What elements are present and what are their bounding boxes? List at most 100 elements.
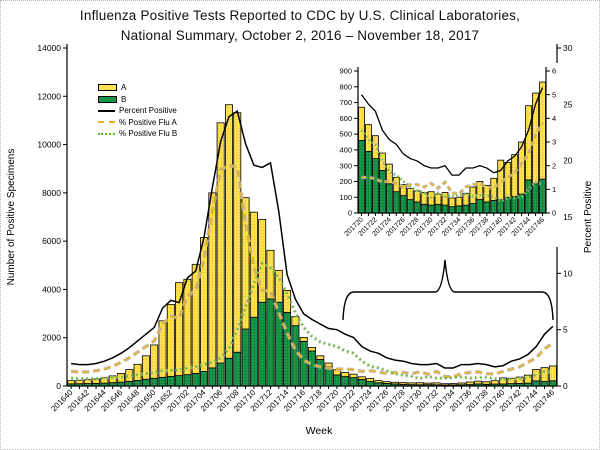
flu-b-bar: [349, 377, 358, 387]
flu-b-bar: [434, 203, 442, 214]
y-left-tick-label: 2000: [42, 333, 61, 343]
flu-b-bar: [441, 204, 449, 214]
flu-a-bar: [476, 181, 484, 200]
flu-a-bar: [372, 135, 379, 159]
flu-a-bar: [258, 219, 267, 303]
flu-b-bar: [462, 204, 470, 214]
stacked-bars: [67, 104, 557, 387]
flu-b-bar: [150, 377, 159, 387]
legend-label: Percent Positive: [119, 106, 177, 116]
flu-b-bar: [413, 201, 421, 214]
flu-b-bar: [504, 196, 512, 214]
y-left-tick-label: 12000: [37, 91, 61, 101]
y-right-tick-label: 0: [563, 381, 568, 391]
flu-b-bar: [525, 179, 532, 214]
flu-b-bar: [365, 151, 372, 214]
flu-b-bar: [378, 169, 386, 214]
flu-a-bar: [274, 269, 283, 303]
flu-a-bar: [175, 282, 184, 377]
y-right-tick-label: 10: [563, 268, 573, 278]
flu-a-bar: [266, 249, 275, 300]
flu-a-bar: [67, 380, 76, 385]
flu-a-bar: [448, 197, 456, 208]
flu-b-bar: [406, 199, 414, 214]
chart-title-line2: National Summary, October 2, 2016 – Nove…: [120, 28, 480, 43]
flu-b-percent-line: [360, 129, 543, 202]
flu-a-bar: [200, 237, 209, 372]
flu-a-bar: [465, 381, 474, 385]
y-right-tick-label: 15: [563, 212, 573, 222]
flu-a-bar: [457, 382, 466, 386]
legend-item-flu-b: B: [98, 94, 177, 106]
flu-a-bar: [133, 363, 142, 381]
flu-a-bar: [424, 382, 433, 386]
flu-b-bar: [316, 359, 325, 387]
flu-a-bar: [490, 380, 499, 385]
flu-a-bar: [385, 163, 393, 185]
y-left-tick-label: 100: [339, 193, 352, 202]
flu-b-bar: [427, 204, 435, 214]
y-left-tick-label: 0: [348, 209, 352, 218]
flu-b-bar: [366, 381, 375, 387]
flu-a-bar: [399, 382, 408, 385]
legend-item-percent-flu-a: % Positive Flu A: [98, 117, 177, 129]
flu-b-bar: [399, 195, 407, 214]
flu-b-bar: [448, 206, 456, 214]
flu-a-bar: [299, 337, 308, 342]
flu-b-bar: [141, 378, 150, 387]
legend-item-percent-positive: Percent Positive: [98, 105, 177, 117]
flu-b-bar: [249, 316, 258, 387]
flu-a-bar: [449, 383, 458, 386]
y-left-tick-label: 900: [339, 67, 352, 76]
flu-a-bar: [117, 373, 125, 383]
flu-b-bar: [341, 376, 350, 387]
flu-a-bar: [75, 379, 84, 385]
flu-a-bar: [482, 381, 491, 385]
inset-plot: 0100200300400500600700800900012345620172…: [324, 63, 564, 247]
flu-a-bar: [391, 381, 400, 385]
flu-a-bar: [525, 105, 532, 181]
flu-b-bar: [476, 199, 484, 214]
flu-a-bar: [341, 372, 350, 377]
flu-a-bar: [249, 211, 258, 318]
flu-a-bar: [413, 190, 421, 203]
percent-flu-b-swatch-icon: [98, 132, 115, 135]
percent-positive-swatch-icon: [98, 109, 115, 112]
flu-b-bar: [420, 203, 428, 214]
flu-b-bar: [455, 205, 463, 214]
stacked-bars: [358, 81, 546, 214]
flu-a-bar: [540, 367, 549, 382]
flu-a-bar: [462, 192, 470, 206]
flu-a-bar: [291, 316, 300, 327]
flu-a-bar: [420, 192, 428, 205]
flu-a-bar: [441, 192, 449, 206]
legend-label: % Positive Flu B: [119, 129, 178, 139]
chart-legend: A B Percent Positive % Positive Flu A % …: [98, 82, 177, 140]
y-right-tick-label: 6: [552, 67, 556, 76]
flu-a-bar: [455, 196, 463, 207]
y-left-tick-label: 800: [339, 82, 352, 91]
flu-b-bar: [372, 158, 379, 214]
flu-a-bar: [92, 378, 101, 384]
flu-b-bar: [385, 183, 393, 214]
flu-a-bar: [490, 177, 498, 201]
flu-b-bar: [158, 376, 167, 387]
flu-a-bar: [241, 197, 250, 330]
flu-b-bar: [299, 340, 308, 387]
flu-b-bar: [332, 374, 341, 387]
y-right-tick-label: 2: [552, 161, 556, 170]
y-left-tick-label: 300: [339, 161, 352, 170]
flu-b-bar: [125, 381, 134, 387]
flu-a-bar: [474, 380, 483, 385]
flu-a-bar: [378, 152, 386, 171]
flu-b-bar: [308, 350, 316, 387]
flu-b-bar: [183, 374, 192, 387]
flu-b-bar: [191, 373, 200, 387]
flu-b-bar: [258, 301, 267, 387]
flu-a-bar: [407, 382, 416, 386]
flu-a-bar: [548, 365, 557, 382]
flu-b-bar: [175, 375, 184, 387]
flu-a-bar: [507, 377, 516, 384]
flu-b-bar: [532, 183, 539, 214]
